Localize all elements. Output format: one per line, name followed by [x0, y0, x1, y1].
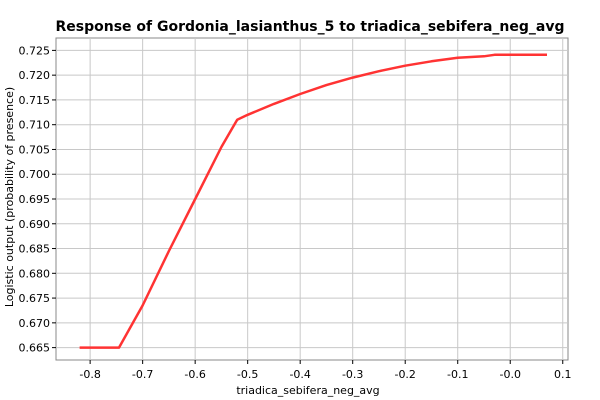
y-tick-label: 0.715: [19, 94, 51, 107]
grid: [56, 38, 568, 360]
x-tick-label: -0.2: [394, 368, 415, 381]
x-tick-label: -0.3: [342, 368, 363, 381]
y-tick-label: 0.690: [19, 218, 51, 231]
y-tick-label: 0.675: [19, 292, 51, 305]
x-tick-label: -0.0: [500, 368, 521, 381]
y-tick-label: 0.680: [19, 267, 51, 280]
x-tick-label: -0.8: [79, 368, 100, 381]
x-tick-label: -0.6: [184, 368, 205, 381]
y-tick-label: 0.725: [19, 44, 51, 57]
x-tick-label: 0.1: [554, 368, 572, 381]
x-tick-label: -0.4: [289, 368, 310, 381]
y-axis: 0.665 0.670 0.675 0.680 0.685 0.690 0.695 0.700…: [19, 44, 56, 355]
x-axis-label: triadica_sebifera_neg_avg: [236, 384, 379, 397]
x-tick-label: -0.7: [132, 368, 153, 381]
x-tick-label: -0.5: [237, 368, 258, 381]
series-group: [79, 53, 547, 349]
y-tick-label: 0.720: [19, 69, 51, 82]
y-axis-label: Logistic output (probability of presence…: [3, 87, 16, 307]
y-tick-label: 0.665: [19, 342, 51, 355]
y-tick-label: 0.705: [19, 143, 51, 156]
y-tick-label: 0.685: [19, 243, 51, 256]
y-tick-label: 0.700: [19, 168, 51, 181]
y-tick-label: 0.670: [19, 317, 51, 330]
y-tick-label: 0.695: [19, 193, 51, 206]
chart-title: Response of Gordonia_lasianthus_5 to tri…: [56, 19, 565, 35]
series-line-0: [79, 53, 547, 349]
x-axis: -0.8 -0.7 -0.6 -0.5 -0.4 -0.3 -0.2 -0.1 -0.0 0.1: [79, 360, 571, 381]
y-tick-label: 0.710: [19, 119, 51, 132]
x-tick-label: -0.1: [447, 368, 468, 381]
